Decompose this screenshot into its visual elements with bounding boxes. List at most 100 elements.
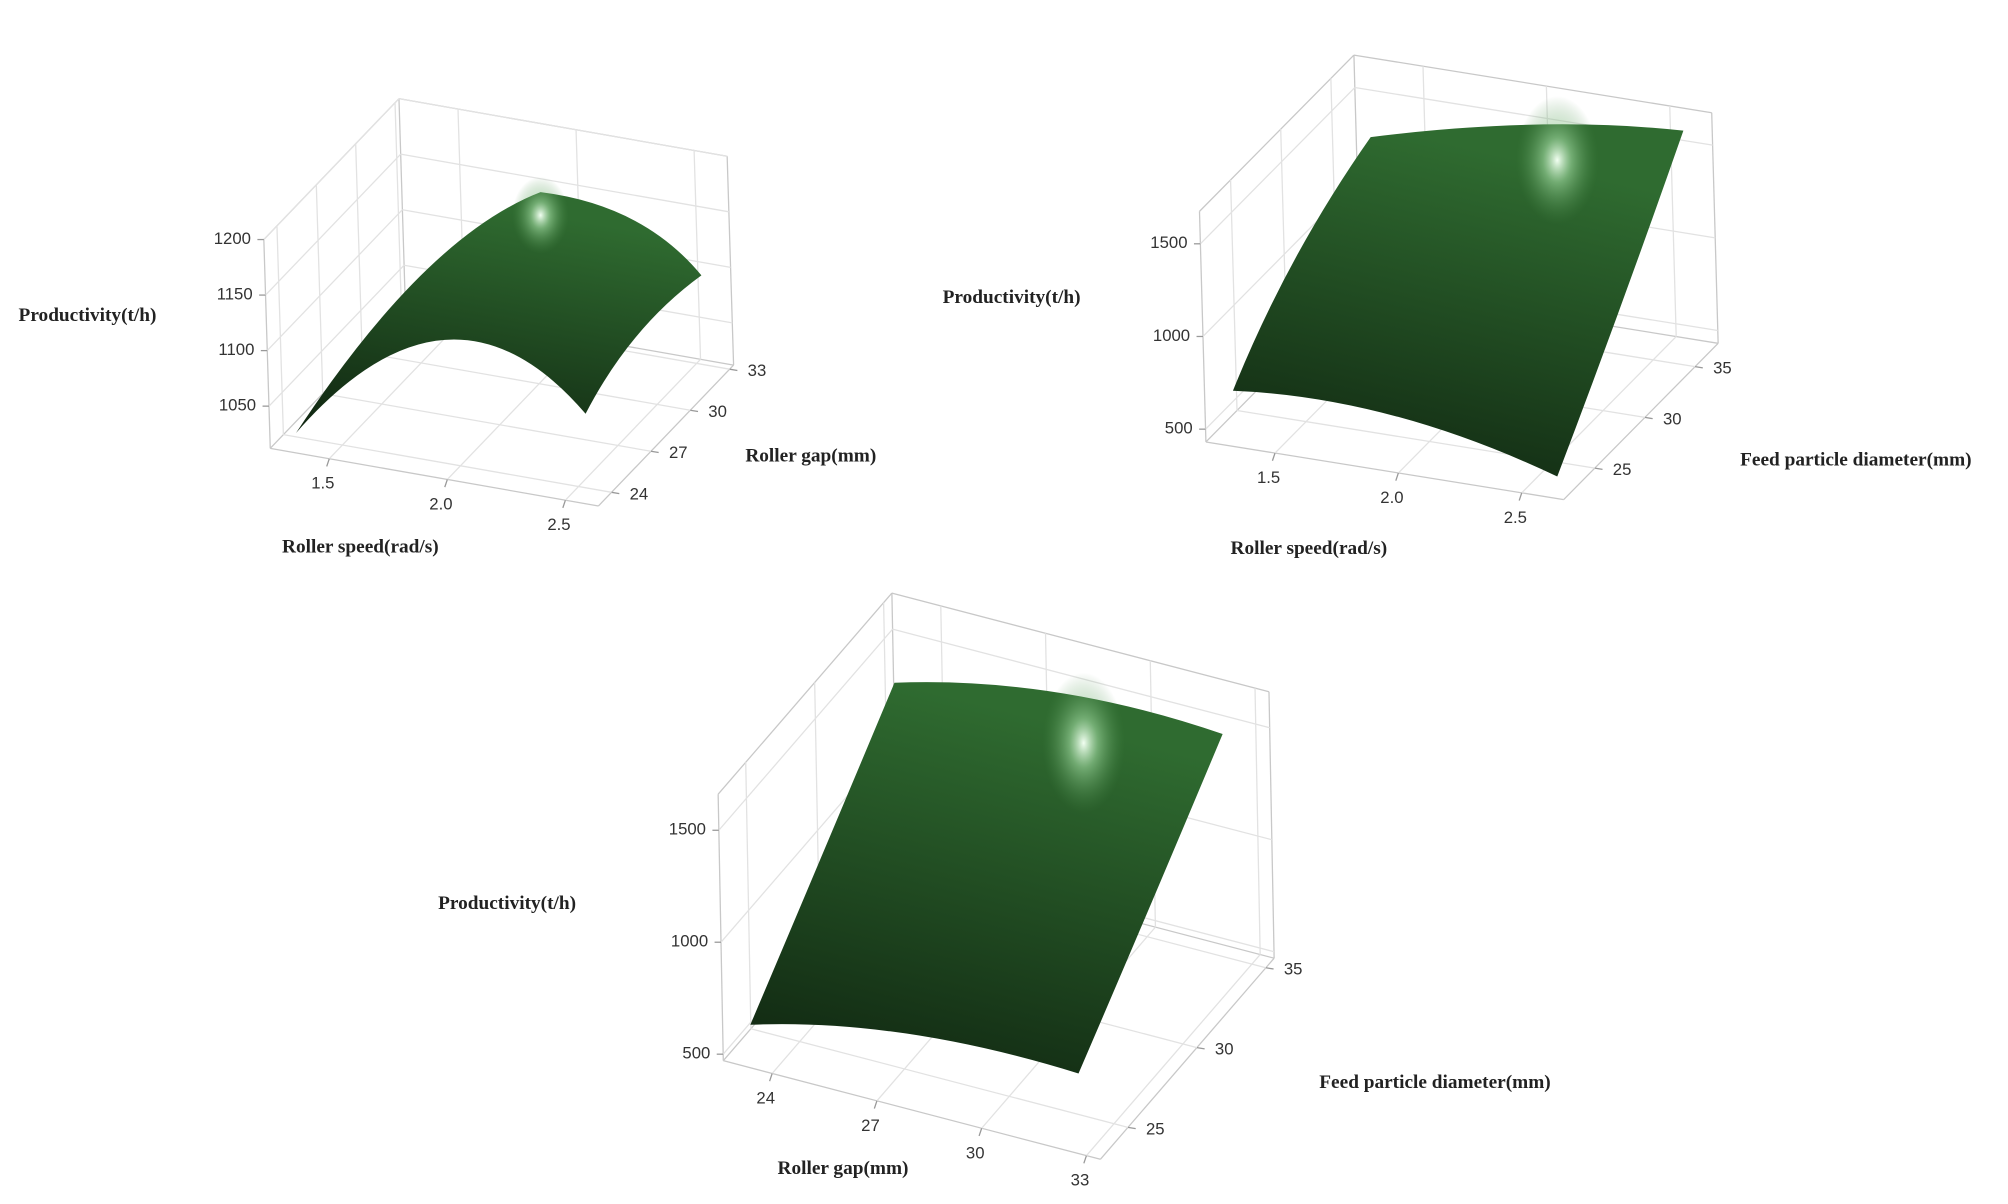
- y-tick-label: 30: [1215, 1040, 1234, 1059]
- z-tick-label: 1500: [669, 820, 706, 839]
- tick-mark: [1594, 467, 1603, 471]
- y-tick-label: 33: [748, 361, 767, 380]
- z-tick-label: 1500: [1150, 233, 1187, 252]
- tick-mark: [650, 450, 659, 454]
- grid-line: [361, 351, 691, 411]
- x-tick-label: 27: [861, 1116, 880, 1135]
- tick-mark: [1196, 1046, 1205, 1050]
- z-tick-label: 500: [682, 1044, 710, 1063]
- grid-line: [263, 98, 400, 240]
- z-axis-title: Productivity(t/h): [19, 305, 157, 326]
- x-tick-label: 30: [966, 1143, 985, 1162]
- x-tick-label: 24: [756, 1089, 775, 1108]
- grid-line: [276, 225, 285, 435]
- box-edge: [1199, 54, 1355, 212]
- box-edge: [1099, 957, 1275, 1160]
- z-tick-label: 1100: [218, 340, 254, 359]
- grid-line: [750, 1028, 1129, 1129]
- y-tick-label: 30: [708, 402, 727, 421]
- x-tick-label: 33: [1071, 1171, 1090, 1190]
- grid-line: [328, 317, 465, 460]
- tick-mark: [444, 479, 448, 488]
- x-axis-title: Roller speed(rad/s): [1231, 538, 1388, 559]
- panels: 1050 1100 1150 1200 1.5 2.0 2.5 24 27 30 33 Product…: [19, 54, 1972, 1190]
- y-tick-label: 24: [630, 484, 649, 503]
- box-edge: [726, 156, 735, 366]
- response-surface: [296, 192, 702, 433]
- z-tick-label: 1050: [219, 396, 256, 415]
- tick-mark: [326, 458, 330, 467]
- tick-mark: [1083, 1155, 1088, 1164]
- y-tick-label: 35: [1713, 359, 1732, 378]
- grid-line: [315, 184, 324, 394]
- z-tick-label: 1000: [671, 932, 708, 951]
- tick-mark: [768, 1073, 773, 1082]
- grid-line: [693, 150, 702, 360]
- box-edge: [1198, 211, 1207, 442]
- y-axis-title: Roller gap(mm): [745, 446, 876, 467]
- z-tick-label: 1200: [214, 229, 251, 248]
- z-tick-label: 1150: [217, 285, 253, 304]
- specular-highlight: [1042, 672, 1125, 814]
- y-axis-title: Feed particle diameter(mm): [1319, 1072, 1550, 1093]
- tick-mark: [611, 491, 620, 495]
- grid-line: [1254, 688, 1261, 955]
- grid-line: [745, 762, 752, 1029]
- tick-mark: [562, 499, 567, 509]
- grid-line: [322, 392, 652, 452]
- box-edge: [263, 239, 271, 449]
- response-surface: [750, 682, 1223, 1074]
- x-axis-title: Roller gap(mm): [778, 1158, 909, 1179]
- response-surface: [1232, 124, 1684, 477]
- box-edge: [723, 1060, 1101, 1160]
- y-axis-title: Feed particle diameter(mm): [1740, 450, 1971, 471]
- y-tick-label: 30: [1663, 409, 1682, 428]
- specular-highlight: [1516, 96, 1599, 225]
- tick-mark: [729, 368, 738, 372]
- grid-line: [718, 628, 894, 831]
- box-edge: [891, 592, 1270, 693]
- z-axis-title: Productivity(t/h): [943, 287, 1081, 308]
- box-edge: [717, 592, 893, 795]
- y-tick-label: 35: [1284, 960, 1303, 979]
- tick-mark: [873, 1100, 878, 1109]
- box-edge: [597, 364, 735, 507]
- axes-labels: 500 1000 1500 24 27 30 33 25 30 35 Productivity(t/…: [438, 820, 1551, 1190]
- box-edge: [270, 447, 599, 507]
- z-tick-label: 500: [1165, 419, 1193, 438]
- axes-labels: 1050 1100 1150 1200 1.5 2.0 2.5 24 27 30 33 Product…: [19, 229, 877, 558]
- x-axis-title: Roller speed(rad/s): [282, 537, 439, 558]
- grid-line: [1085, 954, 1261, 1157]
- z-tick-label: 1000: [1153, 326, 1190, 345]
- box-edge: [1353, 54, 1712, 114]
- box-edge: [1563, 342, 1719, 501]
- tick-mark: [978, 1128, 983, 1137]
- x-tick-label: 1.5: [1257, 468, 1280, 487]
- grid-line: [266, 209, 403, 352]
- grid-line: [283, 434, 612, 493]
- grid-line: [394, 102, 403, 312]
- grid-line: [564, 358, 702, 501]
- specular-highlight: [512, 176, 569, 254]
- tick-mark: [690, 409, 699, 413]
- tick-mark: [1395, 472, 1399, 481]
- tick-mark: [1127, 1126, 1136, 1130]
- box-edge: [398, 98, 407, 308]
- box-edge: [1205, 441, 1564, 501]
- grid-line: [1229, 179, 1238, 411]
- surface-plot: 500 1000 1500 1.5 2.0 2.5 25 30 35 Productivity(t…: [943, 54, 1972, 559]
- tick-mark: [1518, 492, 1523, 501]
- y-tick-label: 25: [1146, 1119, 1165, 1138]
- grid-line: [398, 98, 728, 157]
- x-tick-label: 2.0: [1380, 488, 1403, 507]
- box-edge: [717, 794, 724, 1061]
- grid-line: [1199, 87, 1356, 245]
- y-tick-label: 27: [669, 443, 688, 462]
- tick-mark: [1644, 416, 1653, 420]
- grid-line: [355, 143, 363, 353]
- y-tick-label: 25: [1613, 460, 1632, 479]
- surface-plot: 1050 1100 1150 1200 1.5 2.0 2.5 24 27 30 33 Product…: [19, 98, 877, 558]
- box-edge: [1711, 112, 1719, 344]
- x-tick-label: 2.5: [547, 515, 570, 534]
